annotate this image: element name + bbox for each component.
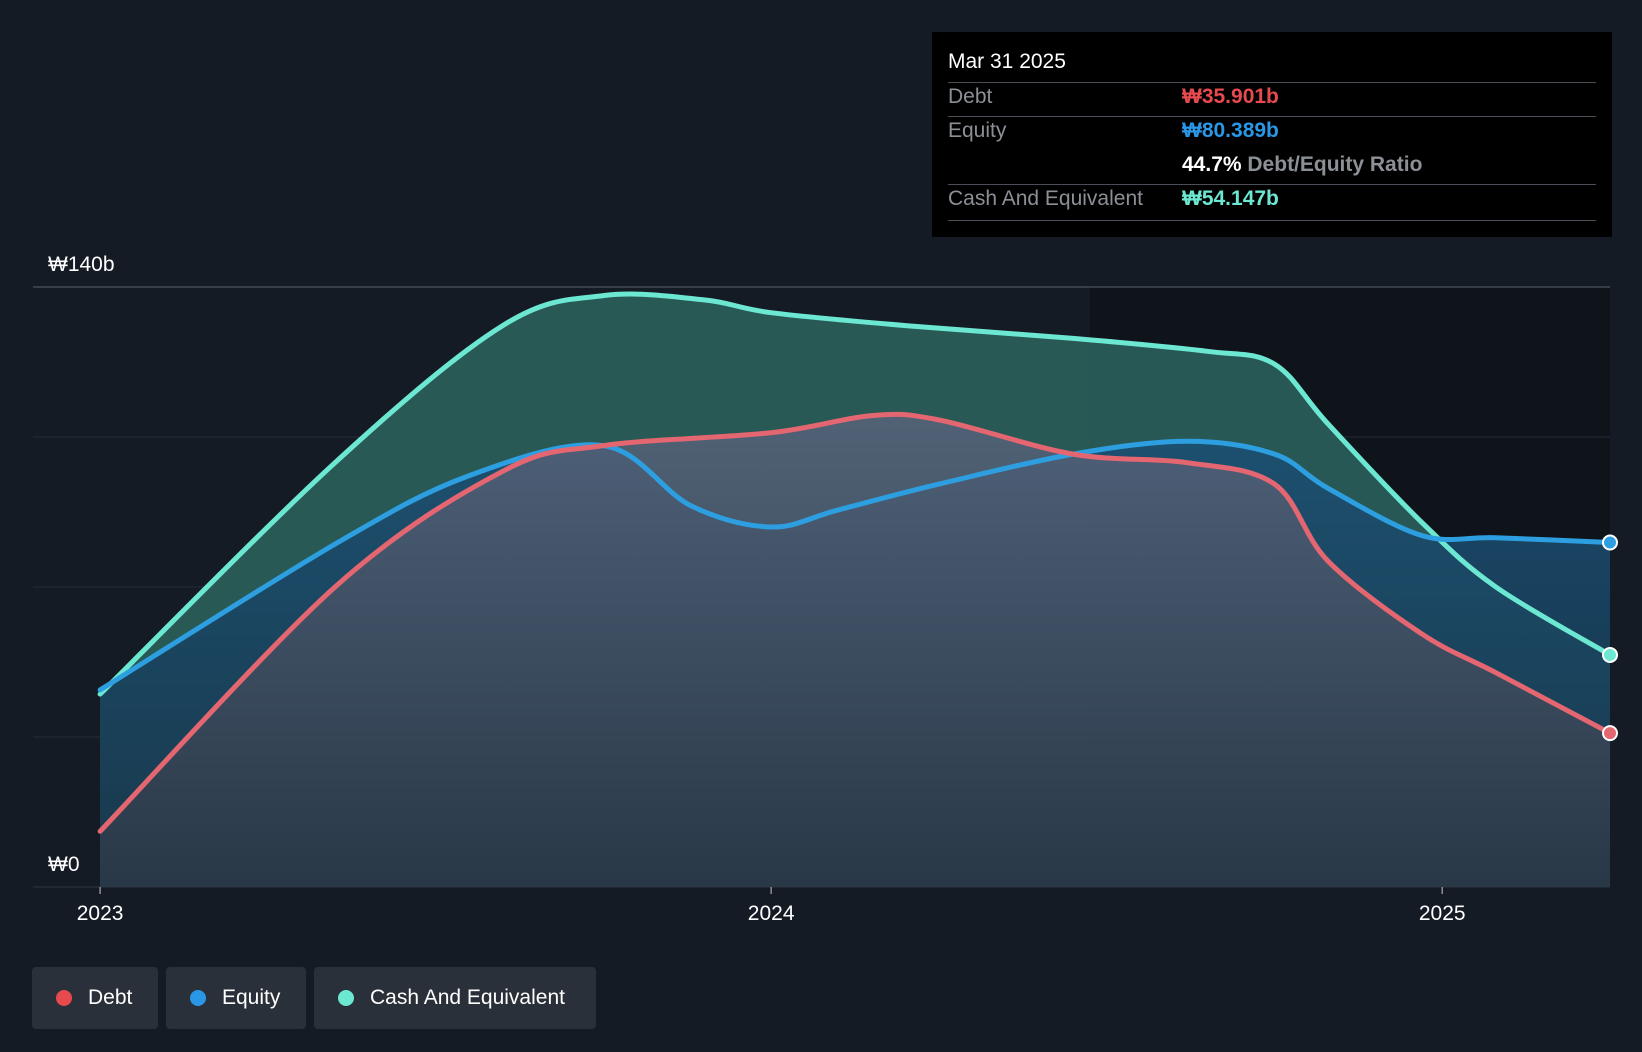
y-axis-label-zero: ₩0 [48,853,80,876]
tooltip-ratio-value: 44.7% [1182,153,1242,176]
x-tick-label: 2023 [77,902,124,925]
legend-label-cash: Cash And Equivalent [370,986,565,1009]
legend-item-equity[interactable]: Equity [166,967,306,1029]
debt-line [97,411,1613,834]
cash-endpoint [1602,646,1618,663]
tooltip-divider [948,116,1596,117]
legend-item-cash[interactable]: Cash And Equivalent [314,967,596,1029]
tooltip-equity-value: ₩80.389b [1182,119,1279,142]
tooltip-divider [948,82,1596,83]
x-tick-label: 2024 [748,902,795,925]
series-lines [97,291,1613,834]
tooltip-ratio: 44.7% Debt/Equity Ratio [1182,153,1422,177]
legend-label-equity: Equity [222,986,281,1009]
series-endpoints [1602,534,1618,742]
y-axis-labels: ₩140b ₩0 [48,253,115,876]
tooltip-equity-label: Equity [948,119,1007,142]
equity-line [97,438,1613,693]
legend-item-debt[interactable]: Debt [32,967,158,1029]
x-axis: 2023 2024 2025 [77,887,1466,925]
cash-line [97,291,1613,697]
tooltip-ratio-label: Debt/Equity Ratio [1247,153,1423,176]
debt-area [100,414,1611,887]
debt-legend-dot-icon [56,990,72,1006]
tooltip-debt-label: Debt [948,85,993,108]
debt-endpoint [1602,725,1618,742]
tooltip-cash-value: ₩54.147b [1182,187,1279,210]
cash-legend-dot-icon [338,990,354,1006]
tooltip-date: Mar 31 2025 [948,50,1066,73]
tooltip-debt-value: ₩35.901b [1182,85,1279,108]
tooltip: Mar 31 2025 Debt ₩35.901b Equity ₩80.389… [932,32,1612,237]
x-tick-label: 2025 [1419,902,1466,925]
tooltip-divider [948,184,1596,185]
equity-endpoint [1602,534,1618,551]
tooltip-divider [948,220,1596,221]
equity-legend-dot-icon [190,990,206,1006]
legend-label-debt: Debt [88,986,133,1009]
tooltip-cash-label: Cash And Equivalent [948,187,1143,210]
y-axis-label-max: ₩140b [48,253,115,276]
